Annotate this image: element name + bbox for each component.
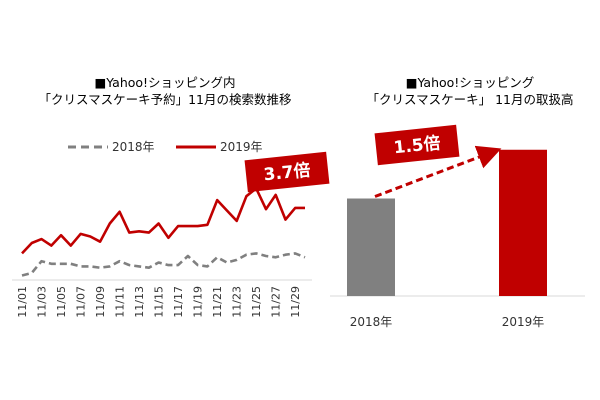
x-tick-label: 11/19: [192, 286, 205, 318]
bar-chart: 2018年 2019年 1.5倍: [330, 124, 585, 329]
x-tick-label: 11/05: [55, 286, 68, 318]
legend-label-1: 2019年: [220, 140, 263, 154]
x-tick-label: 11/23: [231, 286, 244, 318]
line-chart-title-line1: ■Yahoo!ショッピング内: [94, 75, 236, 90]
x-tick-label: 11/13: [133, 286, 146, 318]
annotation-label: 1.5倍: [393, 133, 442, 159]
x-tick-label: 11/25: [250, 286, 263, 318]
line-chart-title-line2: 「クリスマスケーキ予約」11月の検索数推移: [38, 92, 292, 107]
bar-category-label: 2018年: [350, 315, 393, 329]
bar-chart-title-line1: ■Yahoo!ショッピング: [405, 75, 535, 90]
annotation-badge: [244, 151, 330, 193]
x-tick-label: 11/11: [114, 286, 127, 318]
series-line-1: [21, 187, 305, 255]
x-tick-label: 11/09: [94, 286, 107, 318]
bar-chart-title: ■Yahoo!ショッピング 「クリスマスケーキ」 11月の取扱高: [340, 74, 600, 108]
bar-category-label: 2019年: [502, 315, 545, 329]
x-tick-label: 11/27: [270, 286, 283, 318]
x-tick-label: 11/15: [153, 286, 166, 318]
bar-chart-title-line2: 「クリスマスケーキ」 11月の取扱高: [366, 92, 574, 107]
line-chart-title: ■Yahoo!ショッピング内 「クリスマスケーキ予約」11月の検索数推移: [0, 74, 330, 108]
x-tick-label: 11/03: [36, 286, 49, 318]
x-tick-label: 11/07: [75, 286, 88, 318]
series-line-0: [21, 252, 306, 277]
bar-0: [347, 198, 395, 296]
legend-label-0: 2018年: [112, 140, 155, 154]
growth-arrow: [374, 145, 502, 198]
annotation-badge: [374, 124, 460, 166]
x-tick-label: 11/17: [172, 286, 185, 318]
annotation-label: 3.7倍: [263, 160, 312, 186]
x-tick-label: 11/29: [289, 286, 302, 318]
bar-1: [499, 149, 547, 296]
x-tick-label: 11/21: [211, 286, 224, 318]
line-chart: 2018年 2019年 11/01 11/03 11/05 11/07 11/09 11/11…: [12, 140, 330, 318]
x-tick-label: 11/01: [16, 286, 29, 318]
